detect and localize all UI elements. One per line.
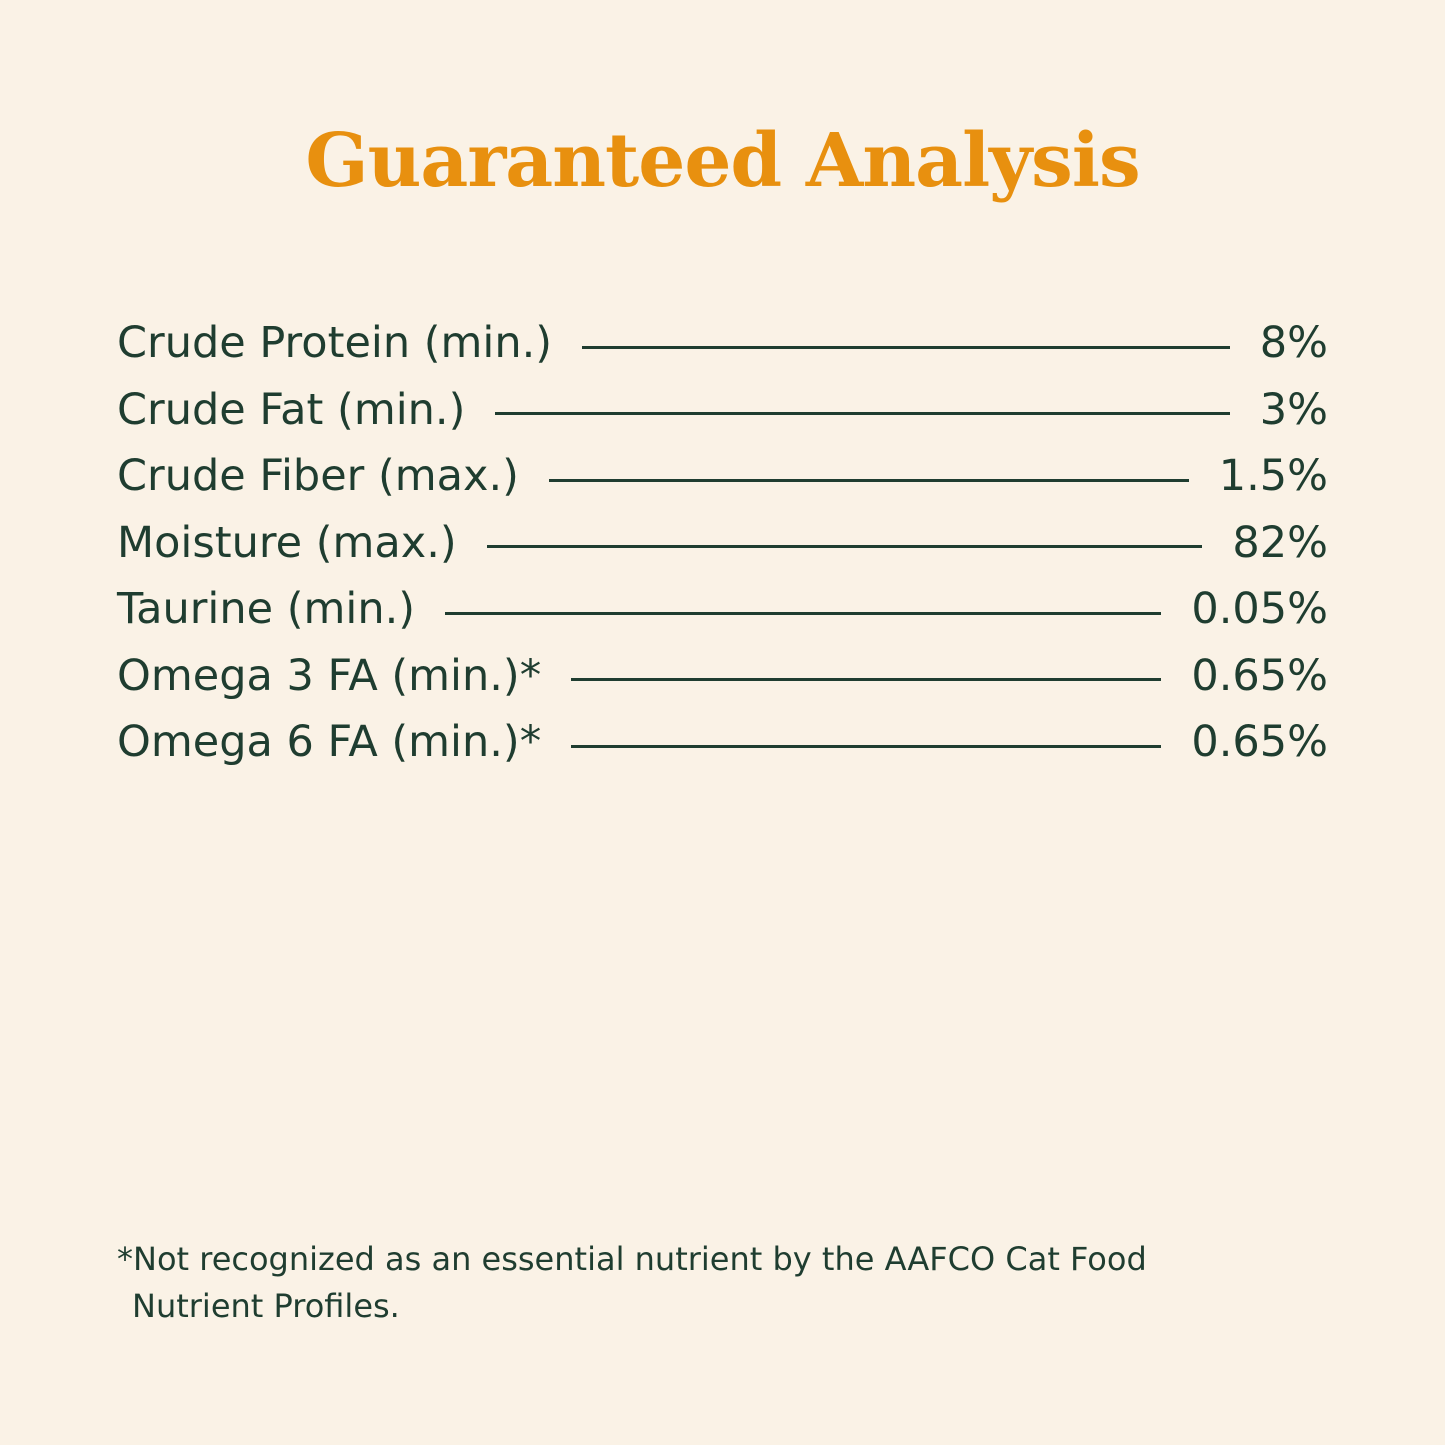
leader-line <box>571 744 1162 748</box>
table-row: Crude Fiber (max.) 1.5% <box>117 443 1328 510</box>
table-row: Moisture (max.) 82% <box>117 510 1328 577</box>
row-value: 1.5% <box>1218 451 1328 502</box>
leader-line <box>495 412 1230 416</box>
analysis-table: Crude Protein (min.) 8% Crude Fat (min.) 3… <box>117 310 1328 776</box>
leader-line <box>582 345 1230 349</box>
leader-line <box>571 678 1162 682</box>
row-label: Crude Fat (min.) <box>117 384 466 435</box>
table-row: Crude Protein (min.) 8% <box>117 310 1328 377</box>
row-value: 0.65% <box>1191 650 1328 701</box>
footnote: *Not recognized as an essential nutrient… <box>117 1240 1147 1325</box>
row-label: Crude Protein (min.) <box>117 318 553 369</box>
leader-line <box>445 611 1162 615</box>
row-value: 82% <box>1232 517 1328 568</box>
page-title: Guaranteed Analysis <box>305 118 1140 204</box>
row-label: Moisture (max.) <box>117 517 457 568</box>
row-value: 8% <box>1259 318 1328 369</box>
leader-line <box>486 545 1203 549</box>
row-label: Omega 6 FA (min.)* <box>117 717 542 768</box>
leader-line <box>548 478 1189 482</box>
row-value: 0.65% <box>1191 717 1328 768</box>
table-row: Omega 6 FA (min.)* 0.65% <box>117 709 1328 776</box>
row-label: Omega 3 FA (min.)* <box>117 650 542 701</box>
row-value: 3% <box>1259 384 1328 435</box>
table-row: Taurine (min.) 0.05% <box>117 576 1328 643</box>
row-value: 0.05% <box>1191 584 1328 635</box>
table-row: Omega 3 FA (min.)* 0.65% <box>117 643 1328 710</box>
table-row: Crude Fat (min.) 3% <box>117 377 1328 444</box>
row-label: Crude Fiber (max.) <box>117 451 519 502</box>
row-label: Taurine (min.) <box>117 584 416 635</box>
